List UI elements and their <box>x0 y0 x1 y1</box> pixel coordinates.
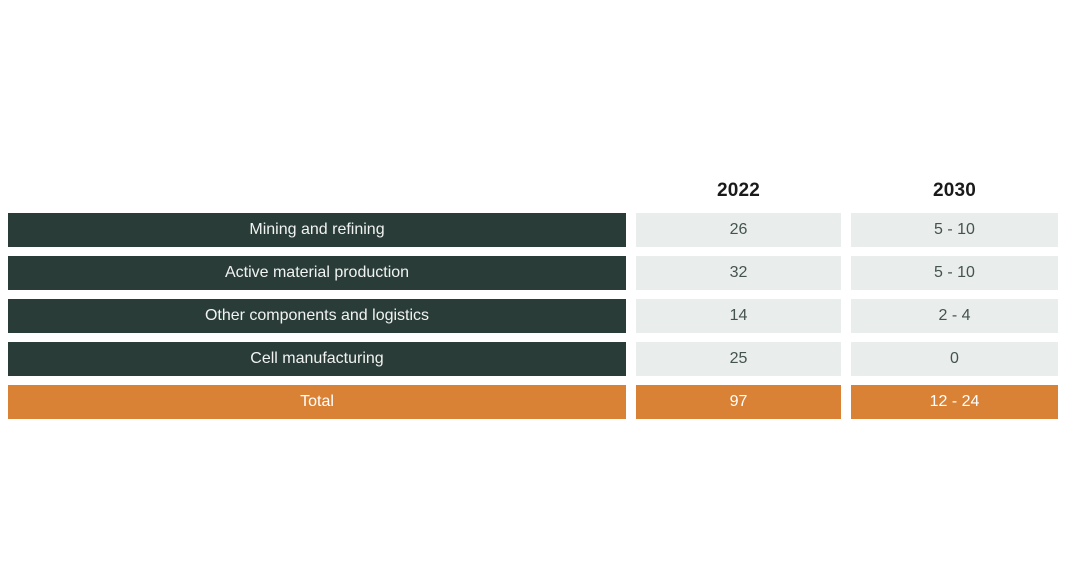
value-cell-2030: 5 - 10 <box>851 256 1058 290</box>
row-label-cell: Mining and refining <box>8 213 626 247</box>
value-cell-2022: 14 <box>636 299 841 333</box>
total-label-cell: Total <box>8 385 626 419</box>
total-value-cell-2022: 97 <box>636 385 841 419</box>
data-table: 2022 2030 Mining and refining 26 5 - 10 … <box>8 170 1058 419</box>
row-label-cell: Other components and logistics <box>8 299 626 333</box>
value-cell-2022: 26 <box>636 213 841 247</box>
column-header-2022: 2022 <box>716 180 761 201</box>
row-label-cell: Cell manufacturing <box>8 342 626 376</box>
total-value-cell-2030: 12 - 24 <box>851 385 1058 419</box>
value-cell-2030: 5 - 10 <box>851 213 1058 247</box>
row-label-cell: Active material production <box>8 256 626 290</box>
value-cell-2022: 32 <box>636 256 841 290</box>
value-cell-2030: 2 - 4 <box>851 299 1058 333</box>
column-header-2030: 2030 <box>932 180 977 201</box>
header-spacer <box>8 170 626 204</box>
value-cell-2030: 0 <box>851 342 1058 376</box>
value-cell-2022: 25 <box>636 342 841 376</box>
